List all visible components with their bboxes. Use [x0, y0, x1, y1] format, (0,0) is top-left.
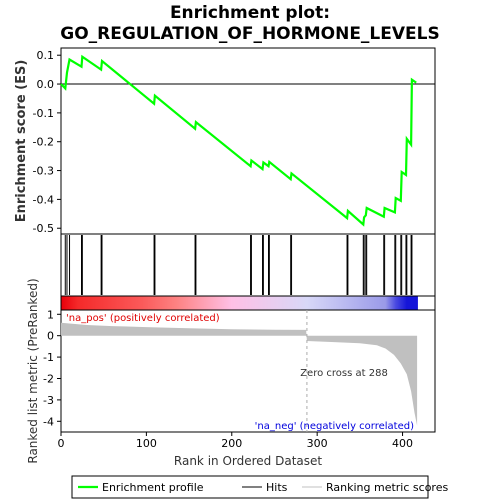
ranking-gradient-bar: [61, 296, 435, 310]
top-y-tick-label: -0.1: [33, 107, 54, 120]
top-y-tick-label: -0.2: [33, 136, 54, 149]
x-tick-label: 0: [58, 437, 65, 450]
bottom-y-axis-label: Ranked list metric (PreRanked): [26, 278, 40, 463]
bottom-y-tick-label: -4: [43, 415, 54, 428]
chart-legend: Enrichment profile Hits Ranking metric sco…: [72, 476, 448, 498]
top-y-axis-label: Enrichment score (ES): [14, 60, 29, 223]
top-y-ticks: 0.1 0.0 -0.1 -0.2 -0.3 -0.4 -0.5: [33, 49, 61, 235]
gradient-rect: [61, 296, 418, 310]
bottom-y-tick-label: -2: [43, 372, 54, 385]
x-axis: 0 100 200 300 400: [58, 432, 414, 450]
legend-label: Hits: [266, 481, 288, 494]
top-y-tick-label: -0.3: [33, 165, 54, 178]
chart-title-line-2: GO_REGULATION_OF_HORMONE_LEVELS: [60, 24, 439, 44]
top-y-tick-label: -0.5: [33, 222, 54, 235]
hits-panel: [61, 234, 435, 296]
legend-label: Ranking metric scores: [326, 481, 448, 494]
positive-correlation-label: 'na_pos' (positively correlated): [66, 313, 220, 324]
top-y-tick-label: 0.0: [37, 78, 55, 91]
bottom-y-tick-label: 1: [47, 308, 54, 321]
x-tick-label: 400: [392, 437, 413, 450]
chart-title-line-1: Enrichment plot:: [170, 3, 330, 23]
bottom-y-tick-label: 0: [47, 330, 54, 343]
enrichment-score-panel: 0.1 0.0 -0.1 -0.2 -0.3 -0.4 -0.5 Enrichment sc…: [14, 48, 435, 235]
negative-correlation-label: 'na_neg' (negatively correlated): [255, 421, 414, 432]
bottom-y-ticks: 1 0 -1 -2 -3 -4: [43, 308, 61, 428]
top-panel-frame: [61, 48, 435, 234]
zero-cross-label: Zero cross at 288: [300, 368, 388, 379]
x-axis-label: Rank in Ordered Dataset: [174, 454, 322, 468]
hits-panel-frame: [61, 234, 435, 296]
bottom-y-tick-label: -1: [43, 351, 54, 364]
top-y-tick-label: 0.1: [37, 49, 55, 62]
x-tick-label: 300: [307, 437, 328, 450]
x-tick-label: 200: [221, 437, 242, 450]
bottom-y-tick-label: -3: [43, 394, 54, 407]
legend-label: Enrichment profile: [102, 481, 204, 494]
top-y-tick-label: -0.4: [33, 193, 54, 206]
x-tick-label: 100: [136, 437, 157, 450]
